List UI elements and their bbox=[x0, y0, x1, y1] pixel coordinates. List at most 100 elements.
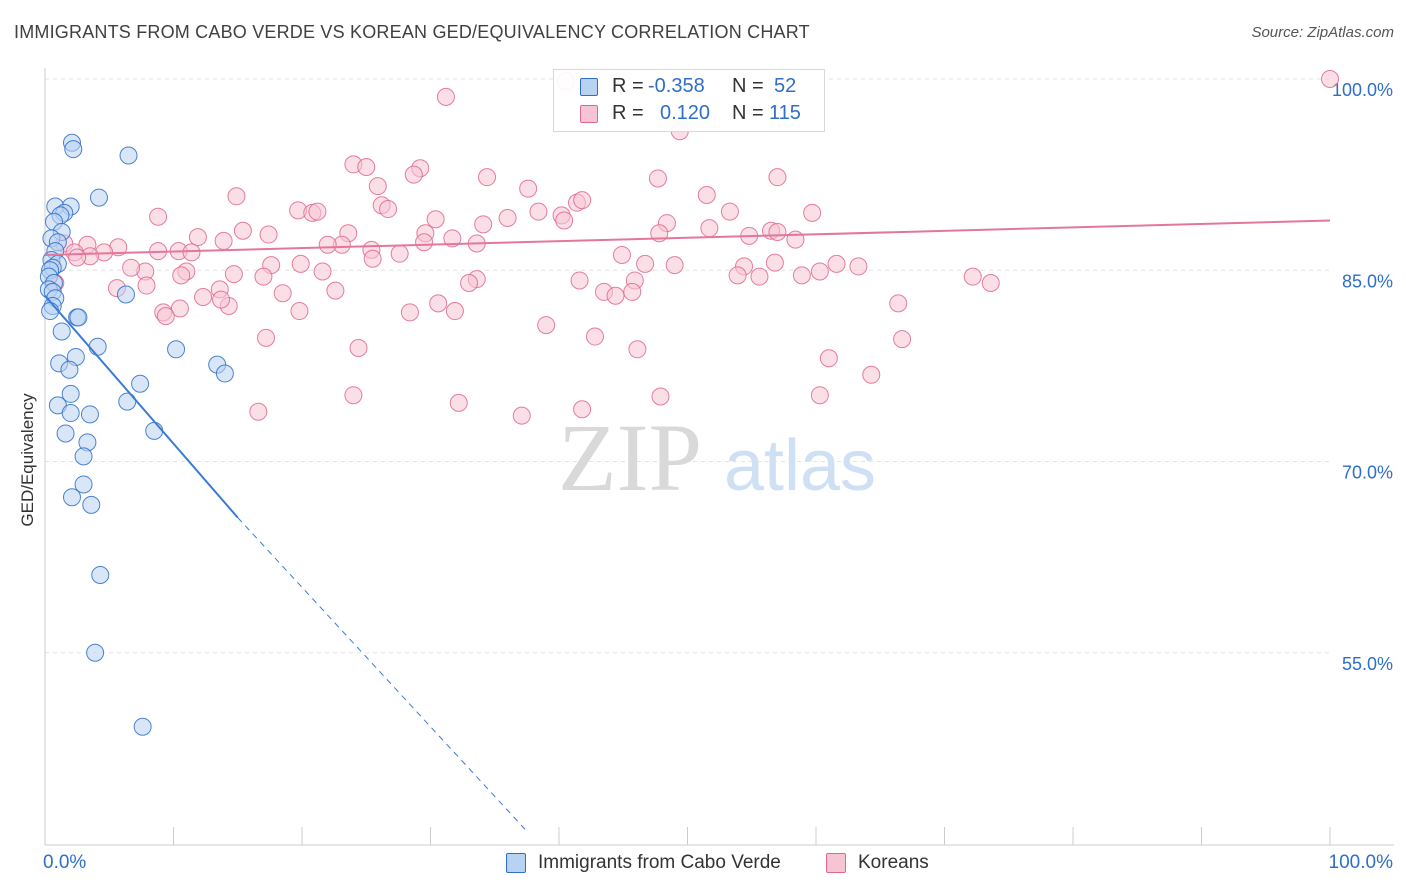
cabo-verde-point bbox=[60, 360, 79, 379]
koreans-point bbox=[291, 254, 310, 273]
koreans-point bbox=[415, 233, 434, 252]
koreans-point bbox=[636, 254, 655, 273]
x-tick-label-max: 100.0% bbox=[1328, 852, 1393, 873]
cabo-verde-swatch bbox=[580, 78, 598, 96]
koreans-point bbox=[318, 235, 337, 254]
koreans-point bbox=[363, 249, 382, 268]
koreans-point bbox=[570, 271, 589, 290]
koreans-point bbox=[273, 284, 292, 303]
cabo-verde-point bbox=[41, 302, 60, 321]
koreans-point bbox=[426, 210, 445, 229]
watermark: ZIP atlas bbox=[558, 404, 876, 511]
y-tick-label: 70.0% bbox=[1342, 463, 1393, 483]
cabo-verde-point bbox=[69, 308, 88, 327]
koreans-point bbox=[720, 202, 739, 221]
koreans-trend-line bbox=[44, 219, 1331, 256]
cabo-verde-point bbox=[167, 340, 186, 359]
koreans-point bbox=[519, 179, 538, 198]
koreans-point bbox=[188, 228, 207, 247]
koreans-point bbox=[290, 302, 309, 321]
koreans-point bbox=[443, 229, 462, 248]
koreans-point bbox=[474, 215, 493, 234]
cabo-verde-point bbox=[89, 188, 108, 207]
koreans-point bbox=[172, 266, 191, 285]
koreans-point bbox=[429, 294, 448, 313]
koreans-point bbox=[1321, 70, 1339, 88]
koreans-point bbox=[137, 276, 156, 295]
koreans-point bbox=[810, 386, 829, 405]
y-tick-label: 85.0% bbox=[1342, 271, 1393, 291]
koreans-point bbox=[750, 267, 769, 286]
y-tick-labels: 55.0% 70.0% 85.0% 100.0% bbox=[1332, 80, 1393, 674]
koreans-swatch bbox=[826, 853, 846, 873]
koreans-point bbox=[827, 254, 846, 273]
cabo-verde-trend-extension bbox=[237, 517, 528, 832]
koreans-point bbox=[149, 207, 168, 226]
koreans-point bbox=[573, 400, 592, 419]
koreans-point bbox=[368, 177, 387, 196]
koreans-point bbox=[478, 168, 497, 187]
koreans-point bbox=[893, 330, 912, 349]
cabo-verde-points bbox=[39, 133, 234, 736]
koreans-point bbox=[792, 266, 811, 285]
n-label: N = bbox=[732, 102, 764, 124]
stats-row-cabo-verde: R = -0.358 N = 52 bbox=[554, 74, 824, 100]
koreans-point bbox=[889, 294, 908, 313]
cabo-verde-point bbox=[62, 488, 81, 507]
cabo-verde-point bbox=[145, 421, 164, 440]
koreans-point bbox=[810, 262, 829, 281]
koreans-point bbox=[981, 274, 1000, 292]
koreans-point bbox=[233, 221, 252, 240]
cabo-verde-point bbox=[118, 392, 137, 411]
koreans-point bbox=[697, 186, 716, 205]
koreans-point bbox=[768, 168, 787, 187]
koreans-point bbox=[400, 303, 419, 322]
legend-label: Koreans bbox=[858, 852, 929, 873]
stats-row-koreans: R = 0.120 N = 115 bbox=[554, 101, 824, 127]
gridlines bbox=[45, 78, 1330, 654]
koreans-point bbox=[651, 387, 670, 406]
cabo-verde-point bbox=[61, 384, 80, 403]
koreans-point bbox=[862, 365, 881, 384]
cabo-verde-point bbox=[80, 405, 99, 424]
koreans-point bbox=[326, 281, 345, 300]
koreans-point bbox=[257, 328, 276, 347]
koreans-point bbox=[665, 256, 684, 275]
koreans-point bbox=[224, 265, 243, 284]
koreans-point bbox=[156, 307, 175, 326]
cabo-verde-point bbox=[91, 565, 110, 584]
koreans-point bbox=[194, 288, 213, 307]
koreans-point bbox=[768, 223, 787, 241]
cabo-verde-point bbox=[74, 447, 93, 466]
koreans-point bbox=[390, 244, 409, 263]
chart-title: IMMIGRANTS FROM CABO VERDE VS KOREAN GED… bbox=[14, 22, 810, 42]
y-axis-label: GED/Equivalency bbox=[18, 393, 37, 527]
koreans-point bbox=[628, 340, 647, 359]
cabo-verde-point bbox=[61, 404, 80, 423]
cabo-verde-point bbox=[215, 364, 234, 383]
koreans-point bbox=[436, 87, 455, 106]
koreans-point bbox=[537, 316, 556, 335]
stats-legend: R = -0.358 N = 52 R = 0.120 N = 115 bbox=[553, 69, 825, 132]
koreans-point bbox=[170, 299, 189, 318]
cabo-verde-trend-line bbox=[44, 295, 239, 519]
koreans-point bbox=[529, 202, 548, 221]
koreans-point bbox=[512, 406, 531, 425]
source-credit: Source: ZipAtlas.com bbox=[1251, 24, 1394, 41]
koreans-point bbox=[182, 243, 201, 262]
koreans-point bbox=[963, 267, 982, 286]
r-value: -0.358 bbox=[648, 75, 705, 97]
koreans-point bbox=[227, 187, 246, 206]
koreans-point bbox=[357, 157, 376, 176]
cabo-verde-point bbox=[131, 374, 150, 393]
cabo-verde-point bbox=[82, 495, 101, 514]
koreans-point bbox=[573, 191, 592, 210]
y-tick-label: 55.0% bbox=[1342, 654, 1393, 674]
cabo-verde-point bbox=[56, 424, 75, 443]
n-value: 115 bbox=[769, 102, 801, 124]
koreans-swatch bbox=[580, 105, 598, 123]
koreans-point bbox=[555, 211, 574, 230]
cabo-verde-point bbox=[64, 140, 83, 159]
axes bbox=[44, 68, 1394, 846]
koreans-point bbox=[254, 267, 273, 286]
